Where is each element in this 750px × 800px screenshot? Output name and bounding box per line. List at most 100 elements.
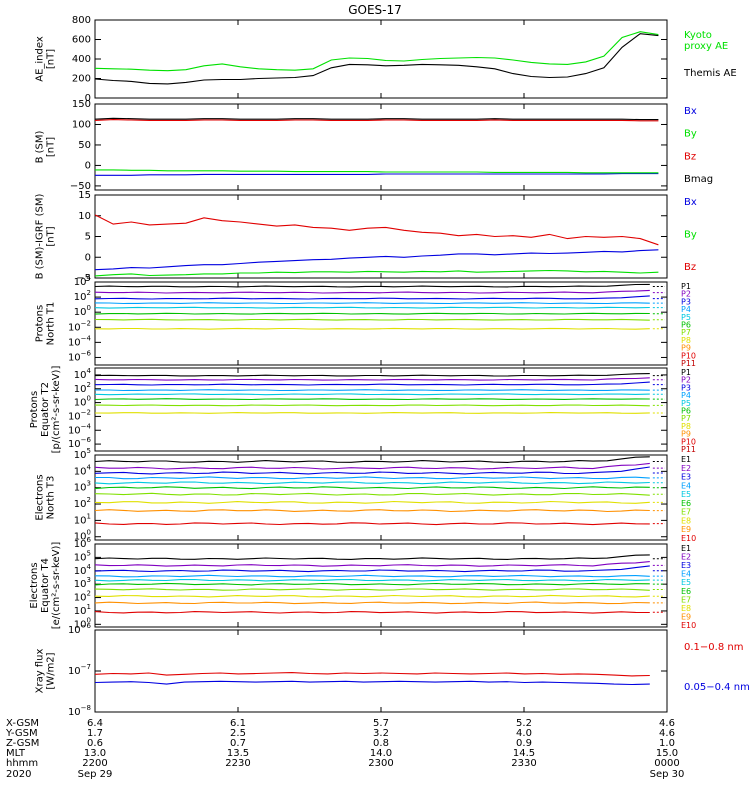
panel-frame <box>94 103 668 191</box>
legend-entry: E4 <box>681 570 691 579</box>
ephemeris-value: 2200 <box>82 758 107 769</box>
panel-frame <box>94 281 668 366</box>
legend-entry: E1 <box>681 455 691 464</box>
ephemeris-table: X-GSMY-GSMZ-GSMMLThhmm20206.41.70.613.02… <box>5 718 684 780</box>
ephemeris-row-label: X-GSM <box>6 718 39 729</box>
series-line <box>94 119 659 122</box>
y-tick-label: 10−8 <box>68 704 91 718</box>
series-line <box>95 169 659 174</box>
channel-line <box>94 377 650 381</box>
legend-entry: E5 <box>681 490 691 499</box>
legend-entry: P7 <box>681 414 691 423</box>
y-tick-label: 100 <box>74 304 91 318</box>
series-line <box>94 672 650 677</box>
panel-2: −50 0 50 100 150 B (SM) [nT] Bx By Bz Bmag <box>35 99 714 192</box>
channel-line <box>94 611 650 614</box>
y-tick-label: 10−7 <box>68 663 91 677</box>
ephemeris-value: 3.2 <box>373 728 389 739</box>
channel-line <box>94 500 650 504</box>
ephemeris-value: 2230 <box>225 758 250 769</box>
y-tick-label: 102 <box>74 289 91 303</box>
channel-line <box>95 389 650 392</box>
legend-entry: Bx <box>684 106 697 117</box>
ephemeris-value: Sep 30 <box>650 769 685 780</box>
series-line <box>94 249 659 271</box>
ephemeris-value: 13.5 <box>227 748 249 759</box>
y-tick-label: 104 <box>74 274 92 288</box>
channel-line <box>94 492 650 496</box>
ephemeris-value: 1.0 <box>659 738 675 749</box>
legend-entry: E3 <box>681 473 691 482</box>
channel-line <box>94 462 650 470</box>
y-tick-label: 50 <box>78 140 91 151</box>
legend-entry: P6 <box>681 321 691 330</box>
y-tick-label: 105 <box>74 549 91 563</box>
y-axis-label: B (SM)-IGRF (SM) <box>35 194 46 280</box>
series-line <box>94 269 659 277</box>
y-axis-label: North T1 <box>46 302 57 346</box>
y-tick-label: 15 <box>78 190 91 201</box>
legend-entry: P11 <box>681 445 696 454</box>
series-line <box>94 33 659 85</box>
y-tick-label: 400 <box>72 54 91 65</box>
ephemeris-value: 4.6 <box>659 718 675 729</box>
channel-line <box>94 289 650 294</box>
ephemeris-value: 4.0 <box>516 728 532 739</box>
series-line <box>94 214 659 246</box>
panel-frame <box>94 543 668 628</box>
channel-line <box>94 594 650 598</box>
channel-line <box>94 578 650 582</box>
legend-entry: E6 <box>681 587 691 596</box>
y-tick-label: −5 <box>76 273 91 284</box>
y-axis-label: Electrons <box>35 474 46 520</box>
y-axis-label: [nT] <box>46 49 57 69</box>
y-axis-label: [nT] <box>46 226 57 246</box>
ephemeris-value: 14.5 <box>513 748 535 759</box>
y-axis-label: Electrons <box>29 562 40 608</box>
figure-title: GOES-17 <box>348 3 402 17</box>
legend-entry: E5 <box>681 578 691 587</box>
ephemeris-row-label: Z-GSM <box>6 738 39 749</box>
ephemeris-value: 1.7 <box>87 728 103 739</box>
y-tick-label: 5 <box>85 232 91 243</box>
channel-line <box>94 486 650 490</box>
channel-line <box>94 554 650 560</box>
channel-line <box>94 302 650 305</box>
ephemeris-value: 5.2 <box>516 718 532 729</box>
series-line <box>94 680 650 686</box>
legend-entry: P2 <box>681 290 691 299</box>
y-tick-label: 104 <box>74 563 92 577</box>
ephemeris-value: 2330 <box>511 758 536 769</box>
legend-entry: E2 <box>681 464 691 473</box>
legend-entry: P6 <box>681 407 691 416</box>
channel-line <box>94 318 650 321</box>
legend-entry: E3 <box>681 561 691 570</box>
channel-line <box>94 295 650 300</box>
y-tick-label: 100 <box>74 529 91 543</box>
y-tick-label: 0 <box>85 252 91 263</box>
legend-entry: By <box>684 129 697 140</box>
channel-line <box>94 327 650 330</box>
legend-entry: By <box>684 230 697 241</box>
channel-line <box>94 509 650 513</box>
series-line <box>95 173 659 176</box>
channel-line <box>94 398 650 401</box>
legend-entry: P4 <box>681 305 691 314</box>
ephemeris-value: Sep 29 <box>78 769 113 780</box>
y-axis-label: Protons <box>35 305 46 342</box>
legend-entry: P8 <box>681 422 691 431</box>
legend-entry: Themis AE <box>683 68 737 79</box>
legend-entry: Bz <box>684 262 696 273</box>
y-axis-label: [nT] <box>46 137 57 157</box>
y-tick-label: 10−6 <box>68 436 92 450</box>
legend-entry: P3 <box>681 383 691 392</box>
y-tick-label: 104 <box>74 463 92 477</box>
panel-frame <box>94 629 668 713</box>
channel-line <box>94 561 650 567</box>
legend-entry: P1 <box>681 368 691 377</box>
legend-entry: E6 <box>681 499 691 508</box>
y-tick-label: 100 <box>72 119 91 130</box>
ephemeris-value: 14.0 <box>370 748 392 759</box>
